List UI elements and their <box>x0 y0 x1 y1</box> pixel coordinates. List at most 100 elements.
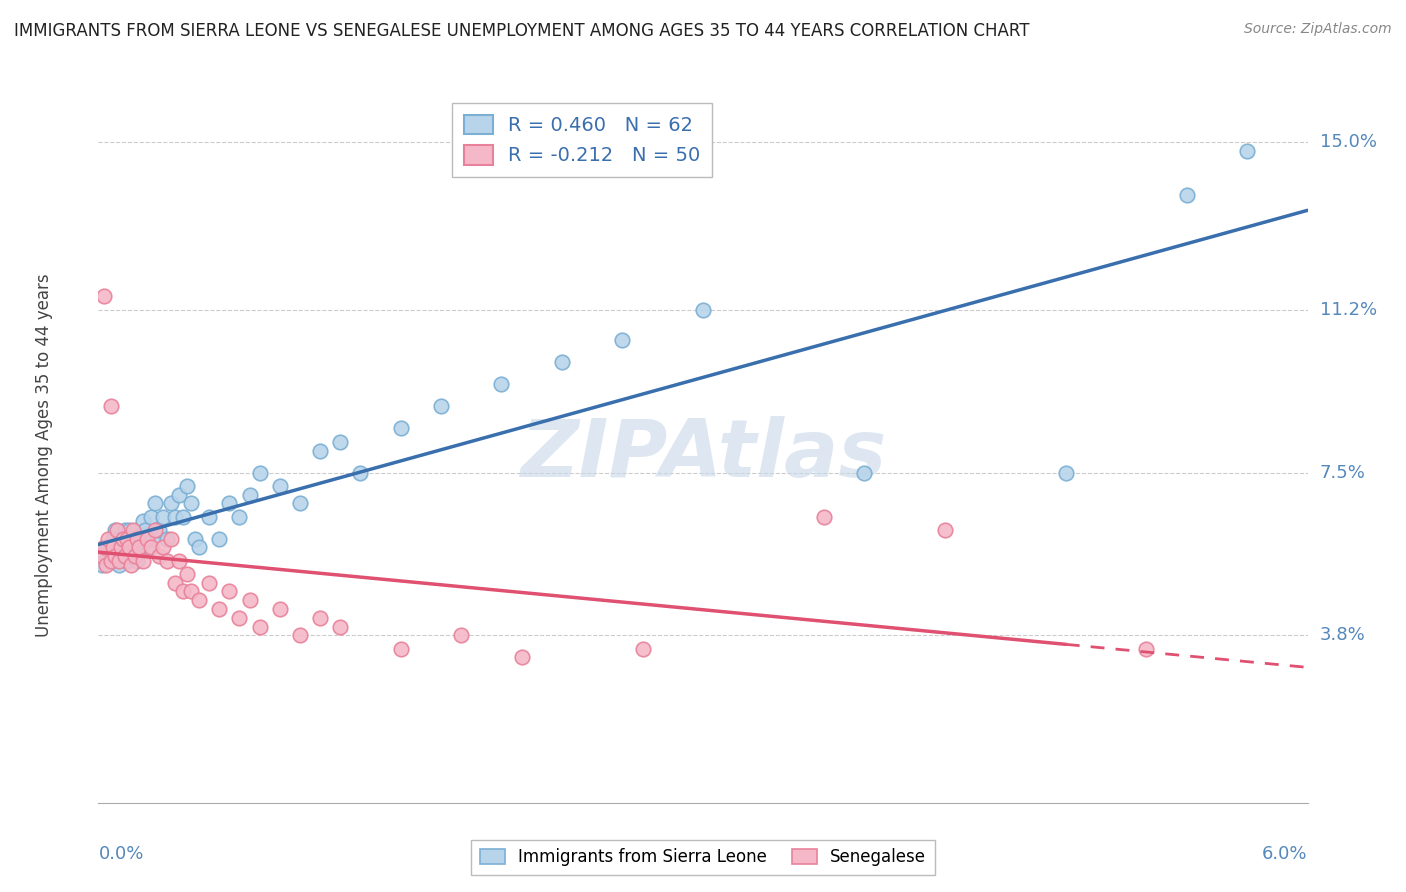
Point <box>389 421 412 435</box>
Point <box>148 549 170 564</box>
Point <box>184 532 207 546</box>
Point <box>101 541 124 555</box>
Point <box>118 541 141 555</box>
Point <box>143 523 166 537</box>
Point <box>114 532 136 546</box>
Point <box>389 641 412 656</box>
Point <box>111 549 134 564</box>
Point <box>93 289 115 303</box>
Point <box>218 584 240 599</box>
Point <box>1236 144 1258 158</box>
Point <box>91 558 114 572</box>
Point <box>180 584 202 599</box>
Point <box>934 523 956 537</box>
Point <box>110 541 132 555</box>
Point <box>249 620 271 634</box>
Point <box>269 479 291 493</box>
Point <box>188 541 211 555</box>
Point <box>176 566 198 581</box>
Point <box>349 466 371 480</box>
Point <box>228 509 250 524</box>
Point <box>152 509 174 524</box>
Point <box>107 553 129 567</box>
Point <box>101 532 124 546</box>
Point <box>160 532 183 546</box>
Text: IMMIGRANTS FROM SIERRA LEONE VS SENEGALESE UNEMPLOYMENT AMONG AGES 35 TO 44 YEAR: IMMIGRANTS FROM SIERRA LEONE VS SENEGALE… <box>14 22 1029 40</box>
Point <box>96 558 118 572</box>
Point <box>93 545 115 559</box>
Point <box>100 400 122 414</box>
Point <box>93 541 115 555</box>
Point <box>156 553 179 567</box>
Point <box>491 377 513 392</box>
Point <box>1175 188 1198 202</box>
Point <box>188 593 211 607</box>
Point <box>309 611 332 625</box>
Point <box>115 553 138 567</box>
Point <box>148 523 170 537</box>
Text: 7.5%: 7.5% <box>1320 464 1365 482</box>
Point <box>125 553 148 567</box>
Point <box>288 496 311 510</box>
Point <box>110 541 132 555</box>
Point <box>114 523 136 537</box>
Point <box>198 509 221 524</box>
Point <box>143 496 166 510</box>
Point <box>135 532 157 546</box>
Point <box>208 602 231 616</box>
Text: Source: ZipAtlas.com: Source: ZipAtlas.com <box>1244 22 1392 37</box>
Point <box>450 628 472 642</box>
Legend: R = 0.460   N = 62, R = -0.212   N = 50: R = 0.460 N = 62, R = -0.212 N = 50 <box>451 103 713 177</box>
Text: 3.8%: 3.8% <box>1320 626 1365 644</box>
Point <box>134 523 156 537</box>
Point <box>120 558 142 572</box>
Point <box>198 575 221 590</box>
Point <box>228 611 250 625</box>
Point <box>114 549 136 564</box>
Point <box>118 541 141 555</box>
Point <box>269 602 291 616</box>
Point <box>167 553 190 567</box>
Point <box>208 532 231 546</box>
Point <box>139 541 162 555</box>
Point <box>91 549 114 564</box>
Point <box>97 541 120 555</box>
Point <box>105 541 128 555</box>
Point <box>124 549 146 564</box>
Point <box>128 532 150 546</box>
Point <box>128 541 150 555</box>
Point <box>111 532 134 546</box>
Point <box>163 575 186 590</box>
Point <box>329 620 352 634</box>
Text: 6.0%: 6.0% <box>1263 845 1308 863</box>
Point <box>249 466 271 480</box>
Point <box>100 553 122 567</box>
Point <box>124 541 146 555</box>
Point <box>180 496 202 510</box>
Point <box>239 593 262 607</box>
Point <box>612 334 634 348</box>
Point <box>120 549 142 564</box>
Text: ZIPAtlas: ZIPAtlas <box>520 416 886 494</box>
Point <box>132 553 155 567</box>
Point <box>105 523 128 537</box>
Point <box>163 509 186 524</box>
Point <box>1135 641 1157 656</box>
Point <box>142 532 165 546</box>
Point <box>125 532 148 546</box>
Point <box>239 487 262 501</box>
Point <box>551 355 574 369</box>
Text: 0.0%: 0.0% <box>98 845 143 863</box>
Point <box>100 549 122 564</box>
Point <box>138 541 160 555</box>
Point <box>129 541 152 555</box>
Point <box>103 553 125 567</box>
Point <box>160 496 183 510</box>
Point <box>152 541 174 555</box>
Point <box>156 532 179 546</box>
Text: 15.0%: 15.0% <box>1320 133 1376 152</box>
Point <box>107 558 129 572</box>
Point <box>135 532 157 546</box>
Legend: Immigrants from Sierra Leone, Senegalese: Immigrants from Sierra Leone, Senegalese <box>471 840 935 875</box>
Point <box>107 532 129 546</box>
